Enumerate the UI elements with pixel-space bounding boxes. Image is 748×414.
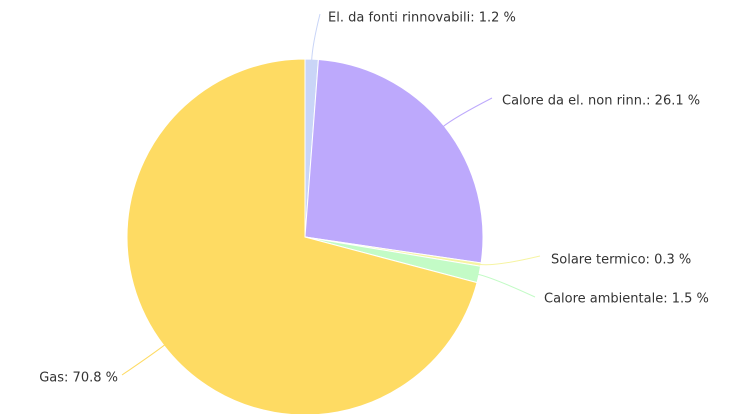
connector (121, 343, 166, 376)
data-label: Gas: 70.8 % (39, 371, 118, 386)
data-label: Calore da el. non rinn.: 26.1 % (502, 94, 700, 109)
connector (478, 255, 541, 266)
connector (442, 97, 493, 128)
data-label: El. da fonti rinnovabili: 1.2 % (328, 11, 516, 26)
connector (476, 273, 536, 298)
connector (311, 13, 321, 62)
data-label: Calore ambientale: 1.5 % (544, 292, 709, 307)
pie-slice (304, 58, 484, 264)
data-label: Solare termico: 0.3 % (551, 253, 691, 268)
